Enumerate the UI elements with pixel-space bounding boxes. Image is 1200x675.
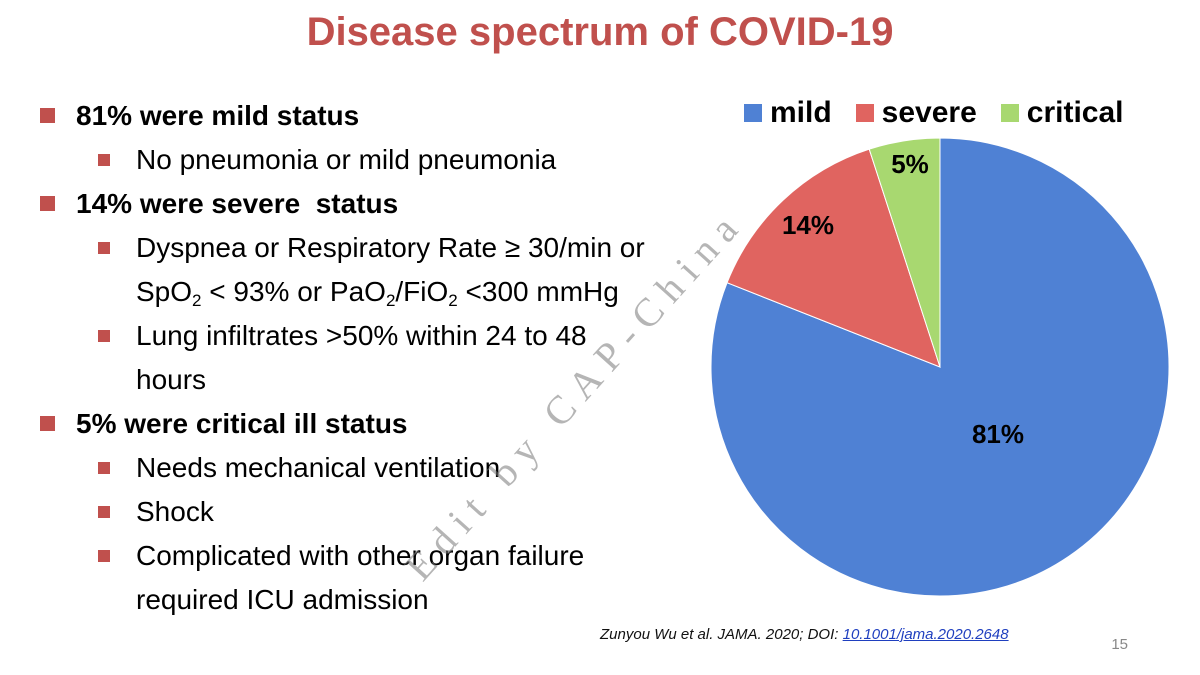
bullet-square-icon bbox=[98, 330, 110, 342]
text-spo: SpO bbox=[136, 276, 193, 307]
data-label-critical: 5% bbox=[891, 149, 929, 179]
legend-swatch-severe bbox=[855, 104, 874, 122]
bullet-square-icon bbox=[40, 196, 55, 211]
sub-bullet-mild-1: No pneumonia or mild pneumonia bbox=[40, 138, 720, 182]
legend-label-severe: severe bbox=[881, 96, 977, 129]
bullet-square-icon bbox=[40, 108, 55, 123]
sub-bullet-severe-1: Dyspnea or Respiratory Rate ≥ 30/min or S… bbox=[40, 226, 720, 314]
sub-bullet-text-line2: required ICU admission bbox=[136, 584, 429, 615]
bullet-list: 81% were mild status No pneumonia or mil… bbox=[40, 94, 720, 622]
bullet-critical: 5% were critical ill status bbox=[40, 402, 720, 446]
legend-label-mild: mild bbox=[770, 96, 832, 129]
bullet-mild: 81% were mild status bbox=[40, 94, 720, 138]
data-label-mild: 81% bbox=[972, 419, 1024, 449]
bullet-severe-text: 14% were severe status bbox=[76, 188, 399, 219]
sub-bullet-critical-2: Shock bbox=[40, 490, 720, 534]
legend-item-critical: critical bbox=[1000, 96, 1124, 130]
sub-bullet-critical-3: Complicated with other organ failure requ… bbox=[40, 534, 720, 622]
sub-bullet-text: Shock bbox=[136, 496, 214, 527]
sub-bullet-text: Complicated with other organ failure bbox=[136, 540, 585, 571]
page-number: 15 bbox=[1111, 636, 1128, 653]
doi-link[interactable]: 10.1001/jama.2020.2648 bbox=[842, 626, 1009, 643]
sub-bullet-text: Needs mechanical ventilation bbox=[136, 452, 501, 483]
bullet-square-icon bbox=[98, 506, 110, 518]
sub-bullet-text-line2: hours bbox=[136, 364, 207, 395]
legend-item-severe: severe bbox=[855, 96, 977, 130]
citation: Zunyou Wu et al. JAMA. 2020; DOI: 10.100… bbox=[600, 626, 1009, 643]
bullet-critical-text: 5% were critical ill status bbox=[76, 408, 408, 439]
data-label-severe: 14% bbox=[782, 210, 834, 240]
bullet-mild-text: 81% were mild status bbox=[76, 100, 360, 131]
text-fio: /FiO bbox=[395, 276, 449, 307]
pie-slice-critical bbox=[868, 137, 941, 368]
bullet-square-icon bbox=[40, 416, 55, 431]
subscript: 2 bbox=[385, 291, 396, 310]
bullet-square-icon bbox=[98, 242, 110, 254]
text-mmhg: <300 mmHg bbox=[457, 276, 619, 307]
text-pao: < 93% or PaO bbox=[201, 276, 386, 307]
bullet-square-icon bbox=[98, 462, 110, 474]
pie-slice-mild bbox=[710, 137, 1170, 597]
sub-bullet-text: No pneumonia or mild pneumonia bbox=[136, 144, 557, 175]
bullet-square-icon bbox=[98, 550, 110, 562]
sub-bullet-text-line2: SpO2 < 93% or PaO2/FiO2 <300 mmHg bbox=[136, 270, 720, 314]
sub-bullet-text: Dyspnea or Respiratory Rate ≥ 30/min or bbox=[136, 232, 645, 263]
legend-swatch-critical bbox=[1000, 104, 1019, 122]
sub-bullet-critical-1: Needs mechanical ventilation bbox=[40, 446, 720, 490]
bullet-severe: 14% were severe status bbox=[40, 182, 720, 226]
legend-item-mild: mild bbox=[744, 96, 832, 130]
legend-swatch-mild bbox=[744, 104, 762, 122]
chart-legend: mild severe critical bbox=[744, 96, 1124, 130]
slide-title: Disease spectrum of COVID-19 bbox=[306, 10, 894, 54]
sub-bullet-severe-2: Lung infiltrates >50% within 24 to 48 hou… bbox=[40, 314, 720, 402]
subscript: 2 bbox=[448, 291, 458, 310]
bullet-square-icon bbox=[98, 154, 110, 166]
legend-label-critical: critical bbox=[1026, 96, 1124, 129]
citation-text: Zunyou Wu et al. JAMA. 2020; DOI: bbox=[600, 626, 843, 643]
subscript: 2 bbox=[192, 291, 202, 310]
sub-bullet-text: Lung infiltrates >50% within 24 to 48 bbox=[136, 320, 587, 351]
